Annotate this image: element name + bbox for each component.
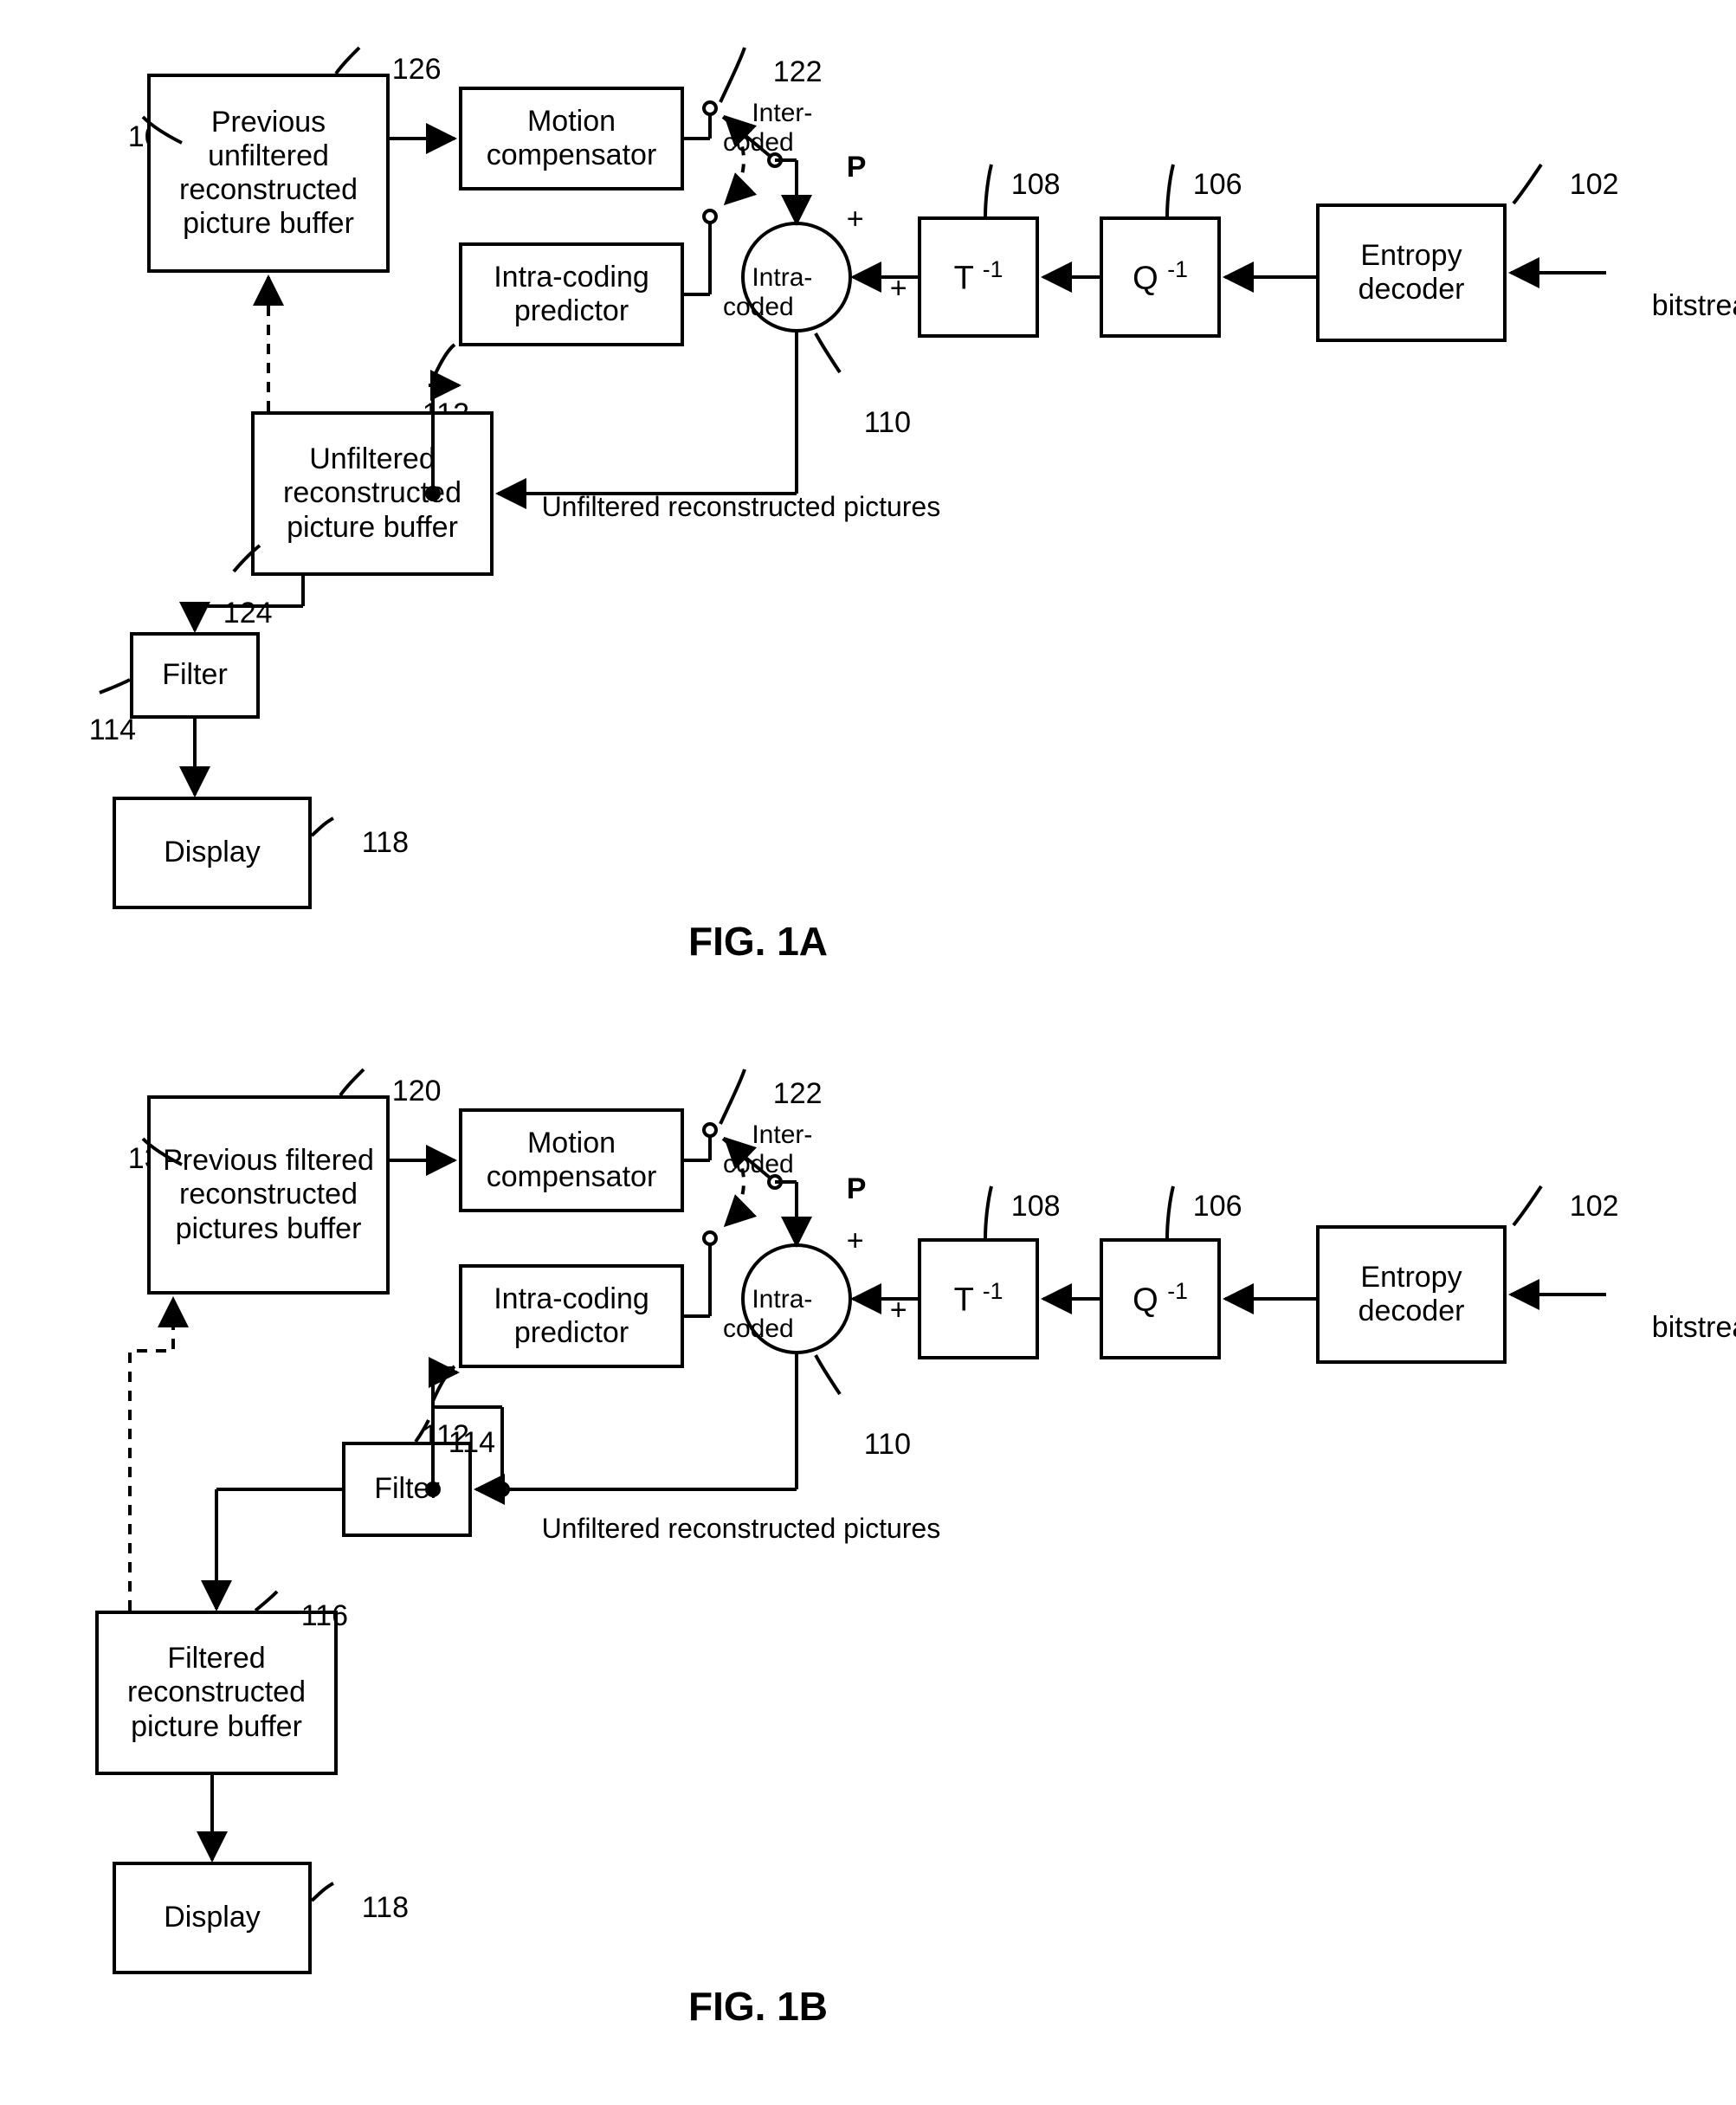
p-label-a: P xyxy=(814,117,866,218)
ref-126-a: 126 xyxy=(359,19,442,120)
mc-b-label: Motion compensator xyxy=(462,1127,681,1194)
bitstream-label-a: bitstream xyxy=(1619,255,1736,357)
ref-106-b: 106 xyxy=(1160,1156,1242,1257)
unfiltered-buffer-a: Unfiltered reconstructed picture buffer xyxy=(251,411,494,576)
path-label-a: Unfiltered reconstructed pictures xyxy=(511,459,940,555)
entropy-decoder-b-label: Entropy decoder xyxy=(1320,1261,1503,1328)
ref-118-b: 118 xyxy=(329,1857,409,1959)
ref-122-b: 122 xyxy=(740,1043,823,1145)
filter-a-label: Filter xyxy=(162,658,228,692)
path-label-b: Unfiltered reconstructed pictures xyxy=(511,1481,940,1577)
display-a: Display xyxy=(113,797,312,909)
entropy-decoder-b: Entropy decoder xyxy=(1316,1225,1507,1364)
mc-a-label: Motion compensator xyxy=(462,105,681,172)
ref-102-a: 102 xyxy=(1537,134,1619,236)
intra-coded-label-a: Intra- coded xyxy=(723,234,812,352)
intra-b-label: Intra-coding predictor xyxy=(462,1282,681,1350)
intra-predictor-a: Intra-coding predictor xyxy=(459,242,684,346)
display-b-label: Display xyxy=(164,1901,260,1934)
entropy-decoder-a-label: Entropy decoder xyxy=(1320,239,1503,307)
prev-unfiltered-buffer-a: Previous unfiltered reconstructed pictur… xyxy=(147,74,390,273)
bitstream-label-b: bitstream xyxy=(1619,1277,1736,1379)
p-label-b: P xyxy=(814,1139,866,1240)
ref-118-a: 118 xyxy=(329,792,409,894)
ref-114-b: 114 xyxy=(416,1392,495,1494)
plus-right-a: + xyxy=(857,238,907,339)
ref-122-a: 122 xyxy=(740,22,823,123)
ref-116-b: 116 xyxy=(268,1566,348,1667)
ref-106-a: 106 xyxy=(1160,134,1242,236)
unf-buf-a-label: Unfiltered reconstructed picture buffer xyxy=(255,442,490,544)
motion-compensator-a: Motion compensator xyxy=(459,87,684,190)
ref-108-b: 108 xyxy=(978,1156,1061,1257)
fig-title-b: FIG. 1B xyxy=(688,1983,828,2030)
q-inverse-a-label: Q -1 xyxy=(1133,256,1188,298)
intra-predictor-b: Intra-coding predictor xyxy=(459,1264,684,1368)
fig-title-a: FIG. 1A xyxy=(688,918,828,965)
display-a-label: Display xyxy=(164,836,260,869)
ref-108-a: 108 xyxy=(978,134,1061,236)
entropy-decoder-a: Entropy decoder xyxy=(1316,203,1507,342)
prev-buf-a-label: Previous unfiltered reconstructed pictur… xyxy=(151,106,386,241)
intra-a-label: Intra-coding predictor xyxy=(462,261,681,328)
filter-a: Filter xyxy=(130,632,260,719)
intra-coded-label-b: Intra- coded xyxy=(723,1256,812,1373)
ref-114-a: 114 xyxy=(56,680,136,781)
t-inverse-b-label: T -1 xyxy=(954,1278,1004,1320)
t-inverse-a-label: T -1 xyxy=(954,256,1004,298)
ref-102-b: 102 xyxy=(1537,1156,1619,1257)
plus-right-b: + xyxy=(857,1260,907,1361)
prev-buf-b-label: Previous filtered reconstructed pictures… xyxy=(151,1144,386,1245)
motion-compensator-b: Motion compensator xyxy=(459,1108,684,1212)
ref-120-b: 120 xyxy=(359,1041,442,1142)
q-inverse-b-label: Q -1 xyxy=(1133,1278,1188,1320)
display-b: Display xyxy=(113,1862,312,1974)
page: 100 bitstream Entropy decoder 102 Q -1 1… xyxy=(0,0,1736,2105)
prev-filtered-buffer-b: Previous filtered reconstructed pictures… xyxy=(147,1095,390,1295)
